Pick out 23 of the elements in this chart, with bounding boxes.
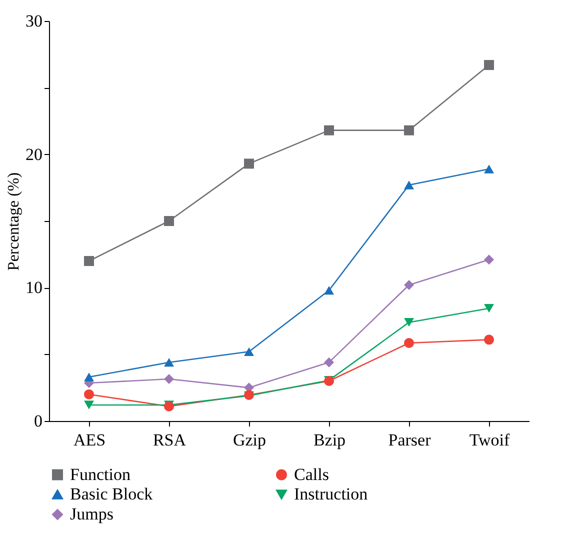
legend-label: Function: [70, 464, 131, 484]
point: [244, 158, 254, 169]
y-tick-label: 0: [34, 412, 42, 430]
x-tick-label: RSA: [152, 430, 187, 450]
x-tick-label: Twoif: [469, 430, 510, 450]
x-tick-label: AES: [73, 430, 106, 450]
x-tick-label: Gzip: [232, 430, 266, 450]
legend-label: Calls: [294, 464, 329, 484]
y-tick-label: 20: [26, 144, 42, 164]
point: [84, 389, 94, 400]
point: [484, 254, 494, 265]
x-tick-label: Bzip: [313, 430, 346, 450]
y-tick-label: 10: [26, 278, 42, 298]
point: [324, 357, 334, 368]
y-tick-label: 30: [26, 12, 42, 30]
point: [324, 125, 334, 136]
legend-label: Basic Block: [70, 484, 154, 504]
point: [484, 334, 494, 345]
x-tick-label: Parser: [388, 430, 432, 450]
legend-label: Instruction: [294, 484, 368, 504]
legend-label: Jumps: [70, 504, 114, 524]
point: [404, 125, 414, 136]
y-axis-title: Percentage (%): [6, 172, 22, 271]
